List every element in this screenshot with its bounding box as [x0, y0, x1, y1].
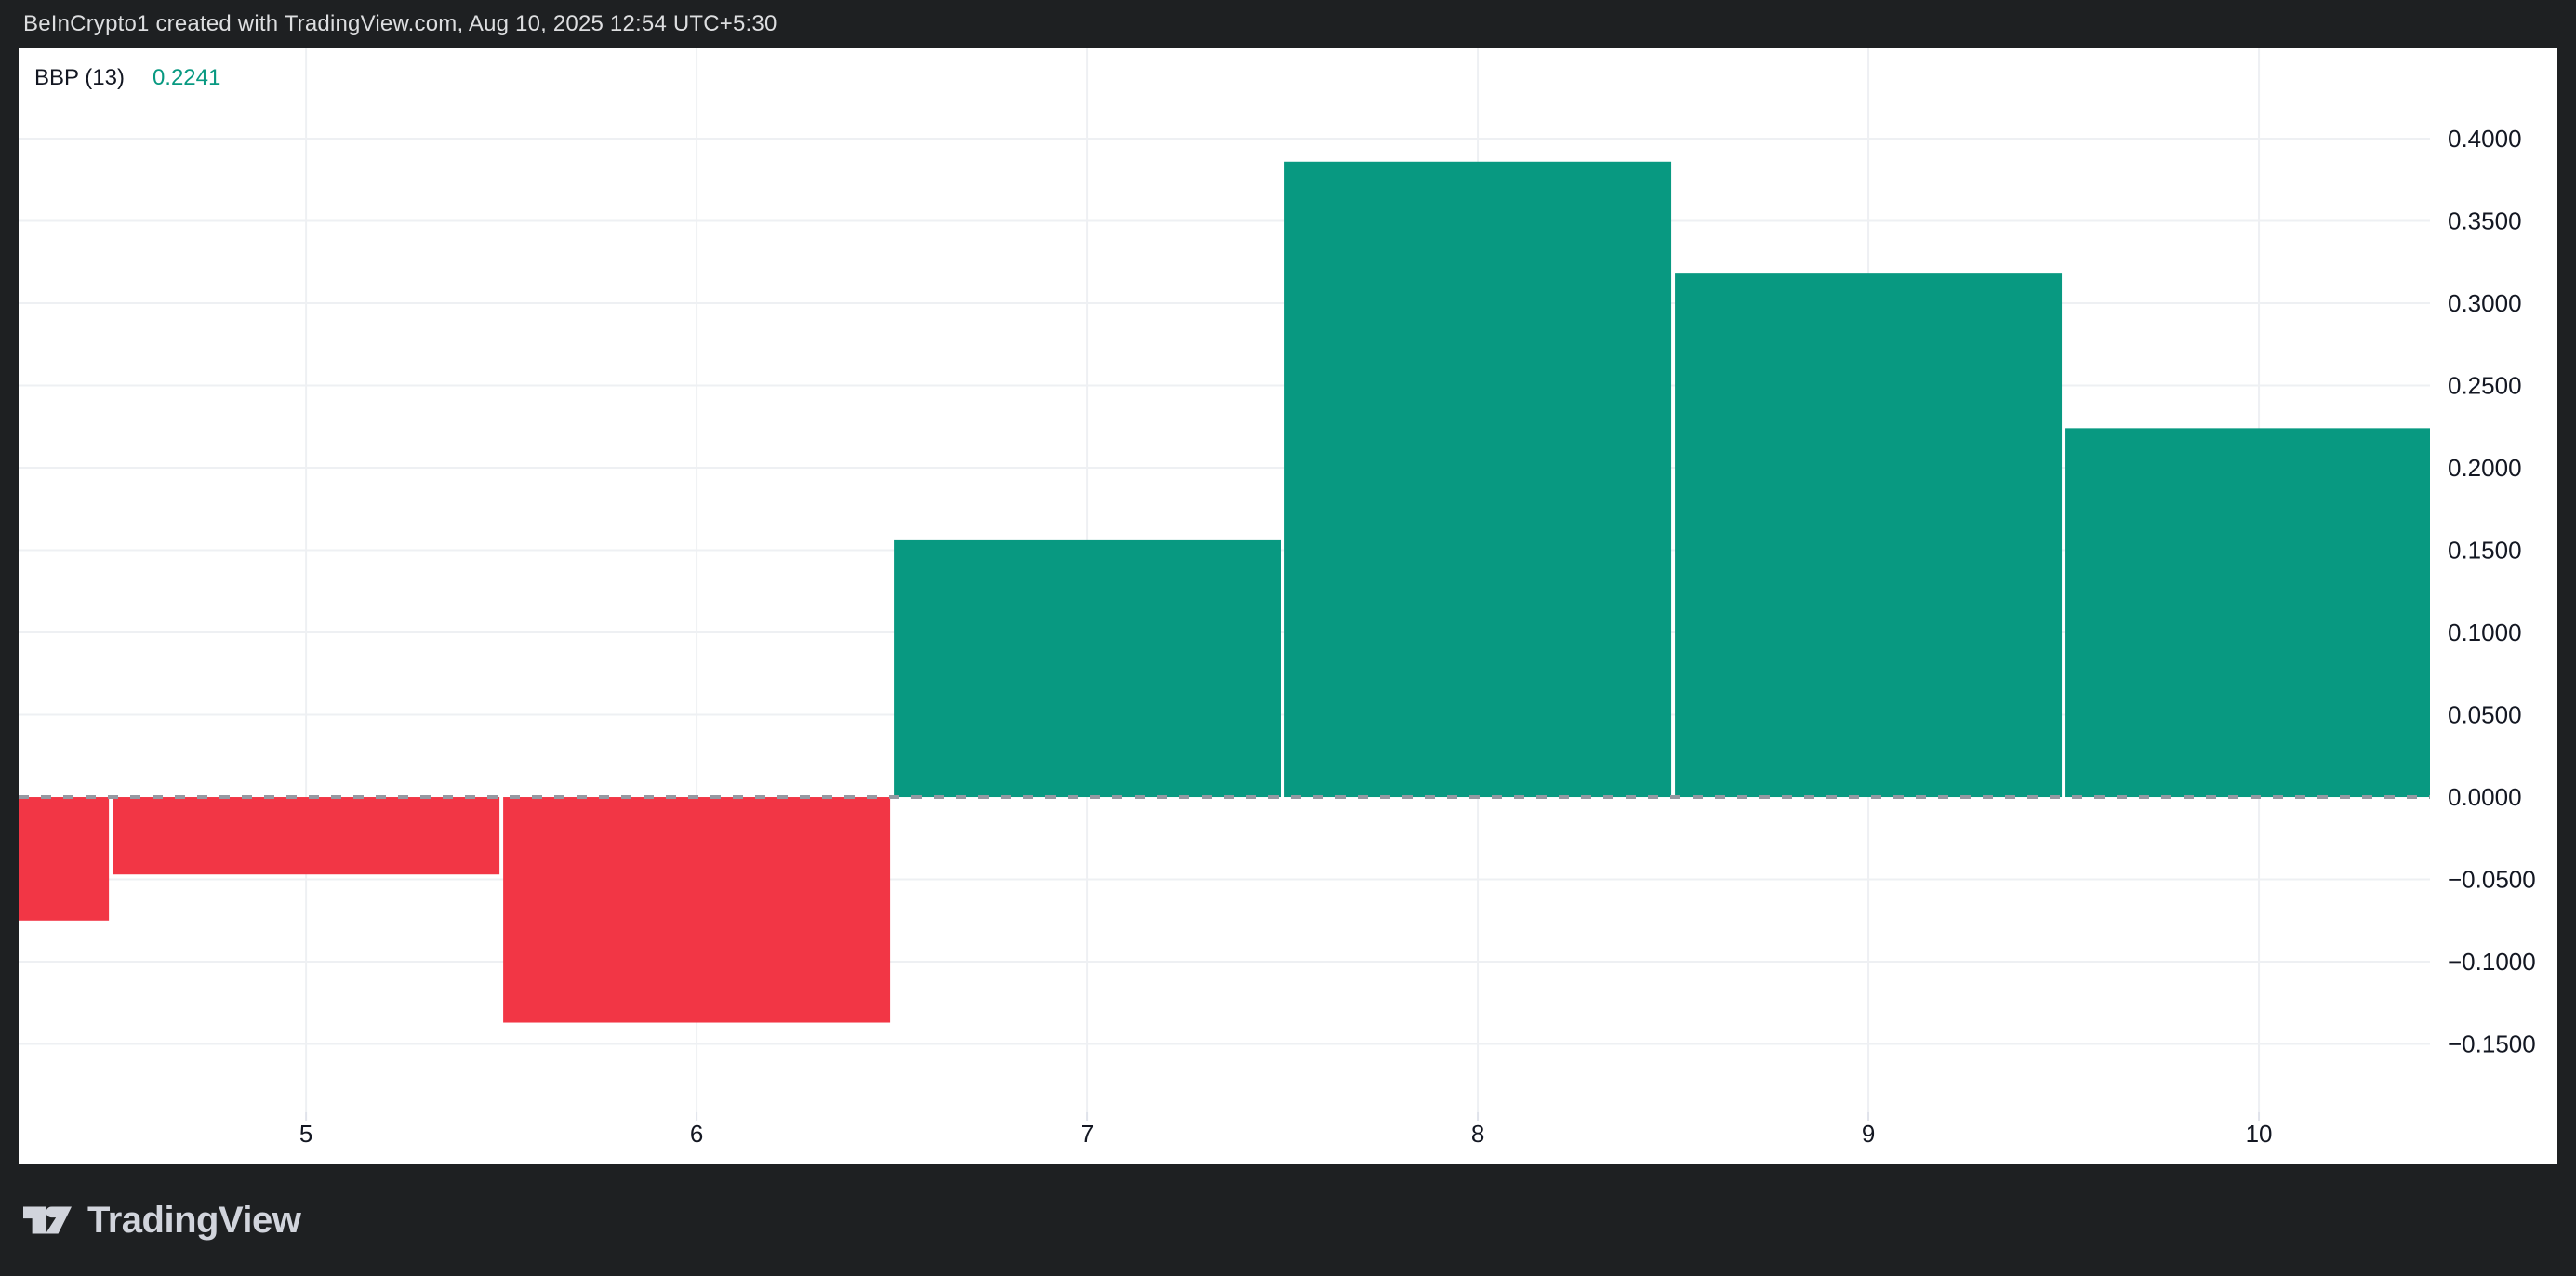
positive-bar	[2065, 428, 2430, 798]
price-axis-label: 0.2000	[2448, 454, 2522, 482]
brand-bar: TradingView	[0, 1164, 2576, 1276]
positive-bar	[1675, 273, 2063, 798]
time-axis-label: 8	[1471, 1120, 1484, 1148]
tradingview-logo-icon	[23, 1206, 72, 1234]
tradingview-logo-text: TradingView	[87, 1199, 301, 1241]
indicator-title: BBP (13)	[34, 65, 125, 90]
positive-bar	[894, 539, 1281, 798]
price-axis-label: 0.0000	[2448, 783, 2522, 811]
price-axis[interactable]: 0.4000 0.3500 0.3000 0.2500 0.2000 0.1500 0.10…	[2448, 125, 2536, 1058]
price-axis-label: 0.1000	[2448, 618, 2522, 646]
price-axis-label: 0.1500	[2448, 537, 2522, 565]
indicator-pane[interactable]: 0.4000 0.3500 0.3000 0.2500 0.2000 0.1500 0.10…	[19, 48, 2557, 1164]
time-axis-label: 10	[2246, 1120, 2273, 1148]
price-axis-label: 0.0500	[2448, 701, 2522, 729]
tradingview-logo-link[interactable]: TradingView	[23, 1199, 301, 1242]
negative-bar	[19, 797, 110, 921]
price-axis-label: 0.4000	[2448, 125, 2522, 153]
price-axis-label: 0.3500	[2448, 207, 2522, 235]
price-axis-label: −0.1500	[2448, 1030, 2536, 1058]
negative-bar	[113, 797, 500, 875]
time-axis[interactable]: 5 6 7 8 9 10	[299, 1120, 2273, 1148]
time-axis-ticks	[305, 1112, 2261, 1121]
indicator-last-value: 0.2241	[152, 65, 221, 90]
time-axis-label: 9	[1862, 1120, 1875, 1148]
price-axis-label: 0.2500	[2448, 372, 2522, 400]
price-axis-label: −0.1000	[2448, 948, 2536, 976]
bbp-histogram-chart[interactable]: 0.4000 0.3500 0.3000 0.2500 0.2000 0.1500 0.10…	[19, 48, 2557, 1164]
histogram-bars	[19, 161, 2430, 1023]
price-axis-label: −0.0500	[2448, 866, 2536, 894]
price-axis-label: 0.3000	[2448, 289, 2522, 317]
attribution-text: BeInCrypto1 created with TradingView.com…	[23, 11, 777, 36]
time-axis-label: 7	[1081, 1120, 1094, 1148]
time-axis-label: 6	[690, 1120, 703, 1148]
positive-bar	[1284, 161, 1672, 798]
negative-bar	[503, 797, 891, 1023]
indicator-legend[interactable]: BBP (13) 0.2241	[34, 65, 220, 91]
attribution-bar: BeInCrypto1 created with TradingView.com…	[0, 0, 2576, 48]
time-axis-label: 5	[299, 1120, 312, 1148]
